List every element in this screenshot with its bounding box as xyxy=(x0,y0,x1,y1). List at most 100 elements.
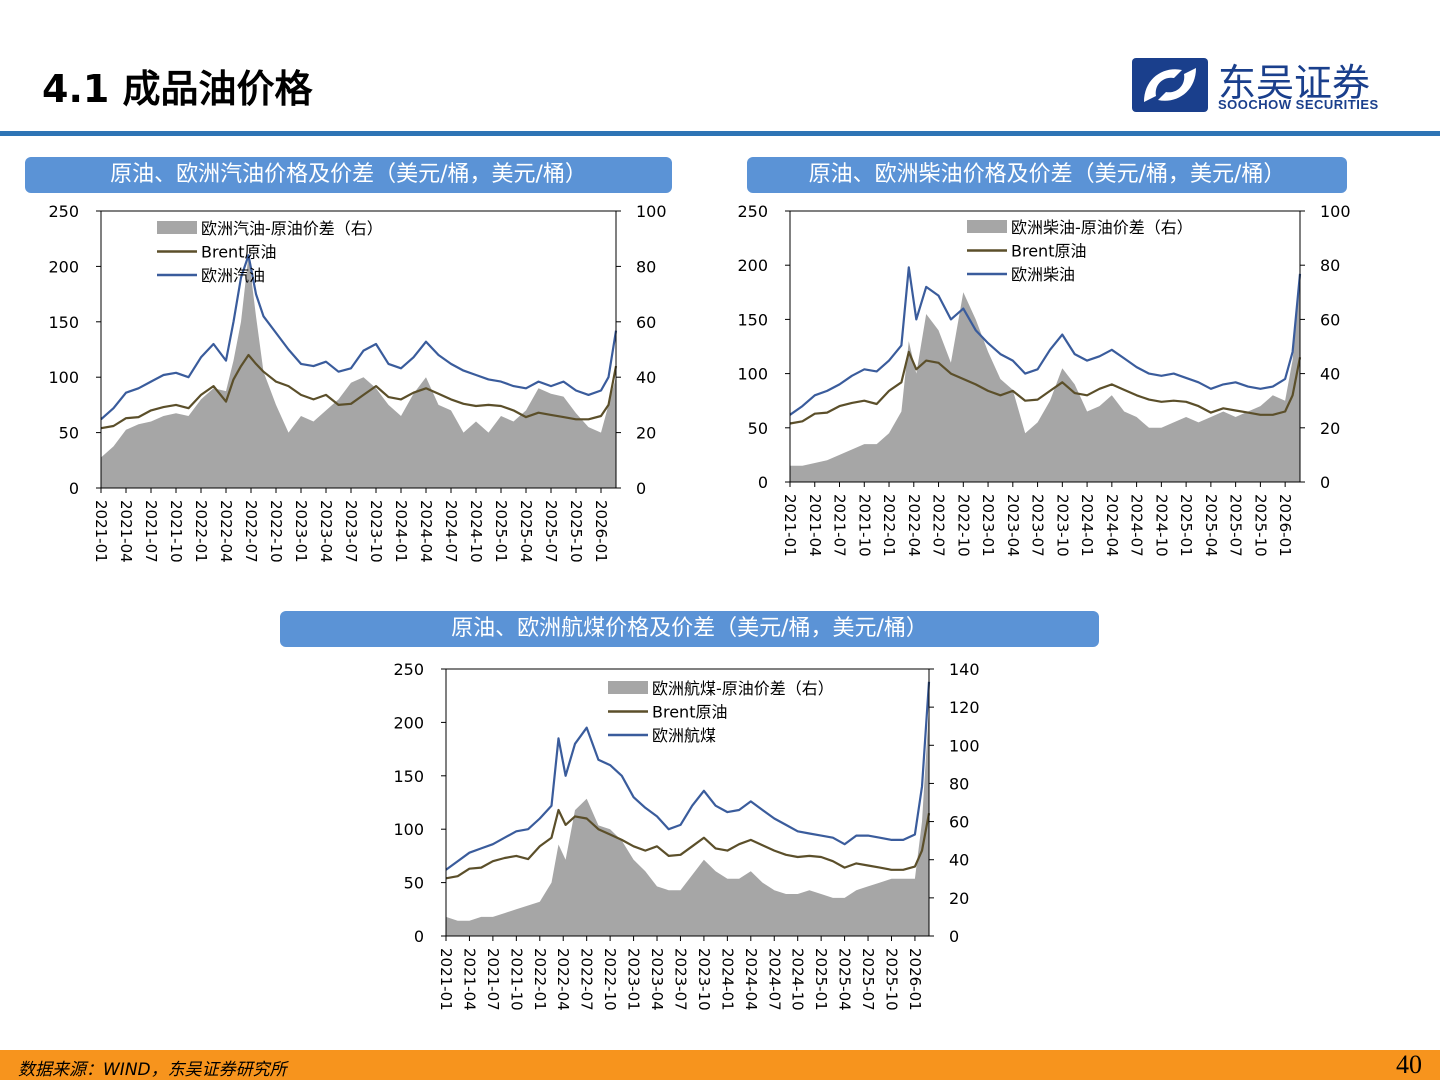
x-tick-label: 2022-04 xyxy=(554,948,572,1011)
x-tick-label: 2025-07 xyxy=(859,948,877,1011)
brand-logo: 东吴证券 SOOCHOW SECURITIES xyxy=(1130,56,1410,116)
y-right-tick-label: 80 xyxy=(949,774,969,793)
y-left-tick-label: 200 xyxy=(48,257,79,276)
y-right-tick-label: 20 xyxy=(1320,419,1340,438)
spread-area xyxy=(101,255,616,488)
x-tick-label: 2022-10 xyxy=(601,948,619,1011)
chart-jetfuel-title: 原油、欧洲航煤价格及价差（美元/桶，美元/桶） xyxy=(280,611,1099,647)
x-tick-label: 2022-07 xyxy=(242,500,260,563)
x-tick-label: 2023-01 xyxy=(625,948,643,1011)
chart-jetfuel: 0 50 100 150 200 250 0 20 40 60 80 100 120 140 2021-01… xyxy=(393,660,980,1011)
x-tick-label: 2025-07 xyxy=(542,500,560,563)
y-right-tick-label: 100 xyxy=(949,736,980,755)
spread-area xyxy=(790,281,1300,482)
header-divider xyxy=(0,131,1440,136)
x-tick-label: 2025-04 xyxy=(1202,494,1220,557)
y-left-tick-label: 250 xyxy=(393,660,424,679)
brent-line xyxy=(789,350,1302,425)
x-tick-label: 2024-07 xyxy=(1128,494,1146,557)
y-right-tick-label: 60 xyxy=(949,813,969,832)
y-right-tick-label: 80 xyxy=(1320,256,1340,275)
y-left-tick-label: 100 xyxy=(393,820,424,839)
footer-bar: 数据来源：WIND，东吴证券研究所 40 xyxy=(0,1050,1440,1080)
x-tick-label: 2023-01 xyxy=(292,500,310,563)
x-tick-label: 2025-04 xyxy=(517,500,535,563)
x-tick-label: 2024-04 xyxy=(417,500,435,563)
x-tick-label: 2025-04 xyxy=(836,948,854,1011)
x-tick-label: 2021-01 xyxy=(437,948,455,1011)
soochow-logo-icon xyxy=(1132,58,1208,112)
x-tick-label: 2025-01 xyxy=(1177,494,1195,557)
x-tick-label: 2024-10 xyxy=(467,500,485,563)
x-tick-label: 2022-01 xyxy=(531,948,549,1011)
x-tick-label: 2021-07 xyxy=(831,494,849,557)
logo-text-cn: 东吴证券 xyxy=(1218,61,1371,105)
x-tick-label: 2023-04 xyxy=(648,948,666,1011)
legend-label: 欧洲汽油-原油价差（右） xyxy=(201,219,383,238)
legend-label: Brent原油 xyxy=(1011,242,1086,261)
x-tick-label: 2022-10 xyxy=(267,500,285,563)
x-tick-label: 2022-07 xyxy=(578,948,596,1011)
brent-line xyxy=(100,353,618,430)
y-left-tick-label: 0 xyxy=(758,473,768,492)
x-tick-label: 2022-04 xyxy=(217,500,235,563)
y-right-tick-label: 0 xyxy=(636,479,646,498)
x-tick-label: 2021-07 xyxy=(484,948,502,1011)
x-tick-label: 2023-04 xyxy=(317,500,335,563)
logo-text-en: SOOCHOW SECURITIES xyxy=(1218,97,1379,112)
x-tick-label: 2026-01 xyxy=(1276,494,1294,557)
y-right-tick-label: 20 xyxy=(636,424,656,443)
x-tick-label: 2025-07 xyxy=(1227,494,1245,557)
x-tick-label: 2023-01 xyxy=(979,494,997,557)
y-left-tick-label: 50 xyxy=(748,419,768,438)
legend-swatch xyxy=(608,681,648,694)
x-tick-label: 2022-04 xyxy=(905,494,923,557)
chart-gasoline-title: 原油、欧洲汽油价格及价差（美元/桶，美元/桶） xyxy=(25,157,672,193)
y-left-tick-label: 250 xyxy=(737,202,768,221)
x-tick-label: 2022-07 xyxy=(930,494,948,557)
y-right-tick-label: 40 xyxy=(1320,365,1340,384)
y-left-tick-label: 100 xyxy=(48,368,79,387)
chart-diesel: 0 50 100 150 200 250 0 20 40 60 80 100 2021-01 2021-0… xyxy=(737,202,1350,557)
legend-label: 欧洲航煤 xyxy=(652,726,716,745)
x-tick-label: 2024-07 xyxy=(765,948,783,1011)
plot-frame xyxy=(789,210,1301,483)
legend-swatch xyxy=(157,221,197,234)
x-tick-label: 2025-10 xyxy=(567,500,585,563)
y-right-tick-label: 80 xyxy=(636,257,656,276)
data-source-note: 数据来源：WIND，东吴证券研究所 xyxy=(18,1060,287,1080)
x-tick-label: 2024-01 xyxy=(718,948,736,1011)
y-left-tick-label: 50 xyxy=(404,874,424,893)
x-tick-label: 2025-01 xyxy=(812,948,830,1011)
spread-area xyxy=(446,707,929,936)
x-tick-label: 2021-04 xyxy=(117,500,135,563)
x-tick-label: 2021-01 xyxy=(781,494,799,557)
x-tick-label: 2025-10 xyxy=(1251,494,1269,557)
product-line xyxy=(100,254,618,421)
chart-diesel-title: 原油、欧洲柴油价格及价差（美元/桶，美元/桶） xyxy=(747,157,1347,193)
x-tick-label: 2021-04 xyxy=(806,494,824,557)
plot-frame xyxy=(445,668,930,937)
legend-label: Brent原油 xyxy=(652,703,727,722)
y-left-tick-label: 150 xyxy=(48,313,79,332)
product-line xyxy=(445,681,931,871)
x-tick-label: 2022-10 xyxy=(954,494,972,557)
x-tick-label: 2026-01 xyxy=(592,500,610,563)
y-right-tick-label: 60 xyxy=(636,313,656,332)
page-number: 40 xyxy=(1396,1050,1422,1079)
x-tick-label: 2021-10 xyxy=(855,494,873,557)
page-title: 4.1 成品油价格 xyxy=(42,67,313,111)
x-tick-label: 2025-01 xyxy=(492,500,510,563)
x-tick-label: 2023-10 xyxy=(367,500,385,563)
x-tick-label: 2022-01 xyxy=(880,494,898,557)
chart-gasoline: 0 50 100 150 200 250 0 20 40 60 80 100 2021-01 2021-0… xyxy=(48,202,666,563)
legend-swatch xyxy=(967,220,1007,233)
legend-label: Brent原油 xyxy=(201,243,276,262)
x-tick-label: 2021-10 xyxy=(507,948,525,1011)
y-right-tick-label: 20 xyxy=(949,889,969,908)
x-tick-label: 2023-07 xyxy=(1029,494,1047,557)
x-tick-label: 2023-10 xyxy=(695,948,713,1011)
product-line xyxy=(789,266,1302,416)
x-tick-label: 2021-10 xyxy=(167,500,185,563)
y-left-tick-label: 200 xyxy=(393,713,424,732)
